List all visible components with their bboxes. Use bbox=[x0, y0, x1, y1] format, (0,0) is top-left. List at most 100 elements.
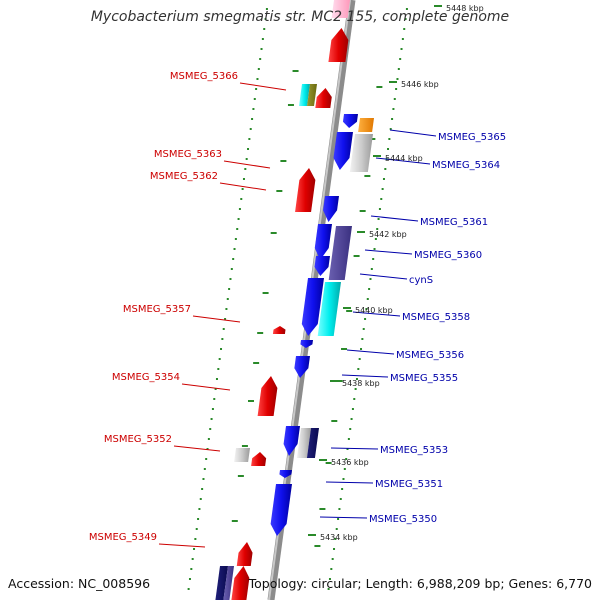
track-dot-left bbox=[233, 248, 236, 250]
gene-arrow[interactable] bbox=[307, 84, 317, 106]
gene-label-reverse[interactable]: MSMEG_5364 bbox=[432, 160, 500, 171]
gene-arrow[interactable] bbox=[342, 114, 358, 128]
gene-arrow[interactable] bbox=[323, 196, 339, 222]
gene-arrow[interactable] bbox=[279, 470, 292, 478]
gene-label-reverse[interactable]: MSMEG_5365 bbox=[438, 132, 506, 143]
gene-arrow[interactable] bbox=[257, 376, 278, 416]
track-dash bbox=[262, 292, 269, 294]
gene-label-forward[interactable]: MSMEG_5349 bbox=[89, 532, 157, 543]
gene-arrow[interactable] bbox=[272, 326, 286, 334]
kbp-tick-label: 5448 kbp bbox=[446, 4, 484, 13]
gene-arrow[interactable] bbox=[215, 566, 228, 600]
track-dash bbox=[257, 332, 264, 334]
gene-arrow[interactable] bbox=[349, 134, 373, 172]
gene-arrow[interactable] bbox=[234, 448, 250, 462]
track-dot-left bbox=[215, 378, 218, 380]
track-dot-right bbox=[345, 458, 348, 460]
track-dash bbox=[319, 508, 326, 510]
gene-label-forward[interactable]: MSMEG_5357 bbox=[123, 304, 191, 315]
gene-arrow[interactable] bbox=[317, 282, 341, 336]
gene-arrow[interactable] bbox=[301, 278, 324, 336]
track-dot-left bbox=[203, 468, 206, 470]
gene-label-reverse[interactable]: MSMEG_5358 bbox=[402, 312, 470, 323]
gene-label-reverse[interactable]: cynS bbox=[409, 275, 433, 286]
track-dot-left bbox=[263, 28, 266, 30]
gene-arrow[interactable] bbox=[223, 566, 234, 600]
gene-label-reverse[interactable]: MSMEG_5356 bbox=[396, 350, 464, 361]
gene-arrow[interactable] bbox=[295, 168, 316, 212]
gene-label-reverse[interactable]: MSMEG_5350 bbox=[369, 514, 437, 525]
gene-arrow[interactable] bbox=[328, 28, 349, 62]
kbp-tick-label: 5444 kbp bbox=[385, 154, 423, 163]
gene-arrow[interactable] bbox=[283, 426, 300, 456]
track-dash bbox=[253, 362, 260, 364]
leader-line bbox=[375, 157, 431, 165]
track-dot-right bbox=[372, 258, 375, 260]
track-dot-right bbox=[387, 148, 390, 150]
gene-arrow[interactable] bbox=[236, 542, 253, 566]
gene-label-forward[interactable]: MSMEG_5362 bbox=[150, 171, 218, 182]
track-dash bbox=[276, 190, 283, 192]
gene-arrow[interactable] bbox=[300, 340, 313, 348]
track-dot-left bbox=[214, 388, 217, 390]
gene-arrow[interactable] bbox=[358, 118, 374, 132]
track-dot-right bbox=[362, 328, 365, 330]
track-dot-right bbox=[381, 188, 384, 190]
gene-arrow[interactable] bbox=[231, 566, 250, 600]
gene-label-forward[interactable]: MSMEG_5354 bbox=[112, 372, 180, 383]
accession-label: Accession: NC_008596 bbox=[8, 576, 151, 591]
gene-arrow[interactable] bbox=[328, 226, 352, 280]
gene-arrow[interactable] bbox=[299, 84, 310, 106]
track-dot-right bbox=[328, 578, 331, 580]
gene-label-reverse[interactable]: MSMEG_5361 bbox=[420, 217, 488, 228]
track-dot-left bbox=[249, 128, 252, 130]
track-dot-left bbox=[220, 348, 223, 350]
gene-label-forward[interactable]: MSMEG_5366 bbox=[170, 71, 238, 82]
gene-label-reverse[interactable]: MSMEG_5353 bbox=[380, 445, 448, 456]
track-dot-right bbox=[391, 118, 394, 120]
track-dot-right bbox=[388, 138, 391, 140]
track-dot-right bbox=[380, 198, 383, 200]
gene-arrow[interactable] bbox=[315, 88, 332, 108]
gene-arrow[interactable] bbox=[270, 484, 292, 536]
track-dot-left bbox=[217, 368, 220, 370]
kbp-tick-label: 5438 kbp bbox=[342, 379, 380, 388]
kbp-tick-mark bbox=[343, 307, 351, 309]
kbp-tick-mark bbox=[389, 81, 397, 83]
leader-line bbox=[389, 129, 437, 137]
gene-label-forward[interactable]: MSMEG_5363 bbox=[154, 149, 222, 160]
track-dot-right bbox=[365, 308, 368, 310]
gene-arrow[interactable] bbox=[333, 132, 353, 170]
track-dot-right bbox=[396, 78, 399, 80]
gene-arrow[interactable] bbox=[294, 356, 310, 378]
track-dash bbox=[353, 255, 360, 257]
gene-arrow[interactable] bbox=[331, 0, 350, 18]
track-dot-right bbox=[338, 508, 341, 510]
gene-label-reverse[interactable]: MSMEG_5360 bbox=[414, 250, 482, 261]
gene-label-reverse[interactable]: MSMEG_5355 bbox=[390, 373, 458, 384]
gene-arrow[interactable] bbox=[314, 224, 332, 260]
leader-line bbox=[325, 481, 374, 484]
track-dot-right bbox=[327, 588, 330, 590]
gene-arrow[interactable] bbox=[296, 428, 311, 458]
track-dot-left bbox=[205, 458, 208, 460]
track-dot-right bbox=[337, 518, 340, 520]
track-dot-left bbox=[195, 528, 198, 530]
track-dot-right bbox=[404, 18, 407, 20]
leader-line bbox=[239, 82, 287, 91]
track-dot-left bbox=[247, 148, 250, 150]
gene-label-forward[interactable]: MSMEG_5352 bbox=[104, 434, 172, 445]
track-dot-left bbox=[224, 318, 227, 320]
gene-arrow[interactable] bbox=[314, 256, 330, 276]
gene-arrow[interactable] bbox=[251, 452, 267, 466]
track-dash bbox=[359, 210, 366, 212]
track-dot-right bbox=[361, 338, 364, 340]
gene-label-reverse[interactable]: MSMEG_5351 bbox=[375, 479, 443, 490]
track-dot-left bbox=[222, 328, 225, 330]
track-dot-right bbox=[331, 558, 334, 560]
track-dot-right bbox=[382, 178, 385, 180]
track-dot-right bbox=[401, 38, 404, 40]
track-dot-right bbox=[384, 168, 387, 170]
gene-arrow[interactable] bbox=[306, 428, 319, 458]
track-dot-right bbox=[358, 358, 361, 360]
